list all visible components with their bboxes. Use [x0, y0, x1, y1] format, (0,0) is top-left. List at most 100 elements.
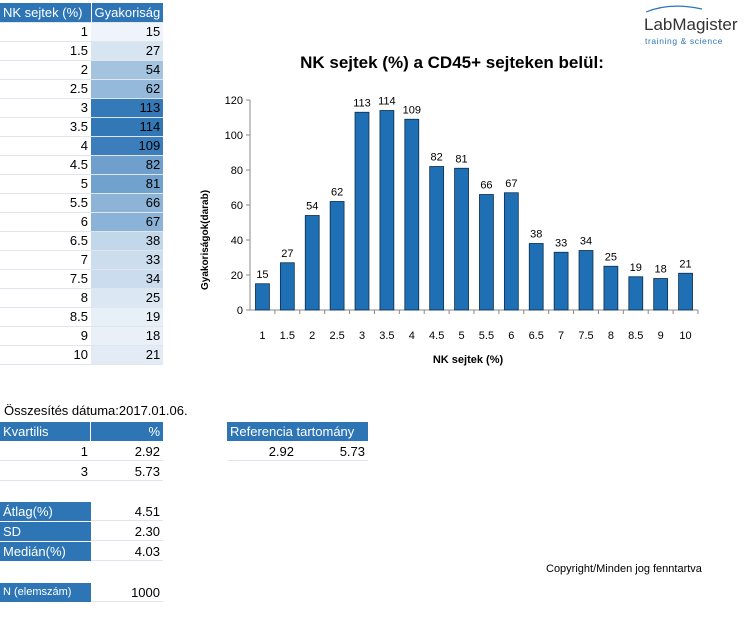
- data-label: 66: [480, 180, 492, 192]
- bar-chart: NK sejtek (%) a CD45+ sejteken belül: Gy…: [200, 53, 699, 366]
- table-row: 8.5 19: [0, 307, 164, 327]
- nk-percent-cell: 4: [0, 136, 91, 156]
- x-tick-label: 5: [458, 330, 464, 342]
- bar: [429, 166, 445, 311]
- data-label: 67: [505, 178, 517, 190]
- labmagister-logo: LabMagister training & science: [640, 4, 740, 50]
- quartile-3-value: 5.73: [91, 462, 163, 481]
- y-axis-label: Gyakoriságok(darab): [200, 190, 211, 290]
- date-value: 2017.01.06.: [118, 403, 188, 418]
- reference-high-value: 5.73: [297, 442, 368, 461]
- x-tick-label: 3.5: [379, 330, 394, 342]
- bar: [628, 276, 644, 311]
- nk-percent-cell: 1.5: [0, 41, 91, 61]
- data-label: 34: [580, 236, 592, 248]
- data-label: 81: [455, 153, 467, 165]
- bar: [653, 278, 669, 311]
- nk-percent-cell: 8.5: [0, 307, 91, 327]
- nk-percent-cell: 8: [0, 288, 91, 308]
- x-tick-label: 8.5: [628, 330, 643, 342]
- frequency-table: NK sejtek (%) Gyakoriság 1 15 1.5 27 2 54 2.5 6…: [0, 3, 164, 365]
- frequency-cell: 82: [91, 155, 164, 175]
- table-row: 3 113: [0, 98, 164, 118]
- table-row: 10 21: [0, 345, 164, 365]
- x-tick-label: 2: [309, 330, 315, 342]
- sd-label: SD: [0, 522, 91, 541]
- y-tick-label: 40: [231, 235, 243, 247]
- data-label: 21: [679, 258, 691, 270]
- x-tick-label: 6: [508, 330, 514, 342]
- bar: [404, 118, 420, 311]
- quartile-header: Kvartilis: [0, 422, 91, 441]
- x-axis-label: NK sejtek (%): [433, 354, 504, 366]
- x-tick-label: 4.5: [429, 330, 444, 342]
- nk-percent-cell: 7.5: [0, 269, 91, 289]
- x-tick-label: 8: [608, 330, 614, 342]
- table-row: 9 18: [0, 326, 164, 346]
- x-tick-label: 1: [259, 330, 265, 342]
- nk-percent-cell: 4.5: [0, 155, 91, 175]
- copyright-text: Copyright/Minden jog fenntartva: [546, 563, 702, 575]
- bar: [528, 243, 544, 311]
- sd-value: 2.30: [91, 522, 163, 541]
- table-row: 5.5 66: [0, 193, 164, 213]
- table-row: 4 109: [0, 136, 164, 156]
- data-label: 38: [530, 229, 542, 241]
- x-tick-label: 10: [679, 330, 691, 342]
- table-row: 7.5 34: [0, 269, 164, 289]
- frequency-cell: 54: [91, 60, 164, 80]
- frequency-cell: 18: [91, 326, 164, 346]
- nk-percent-cell: 2: [0, 60, 91, 80]
- frequency-cell: 62: [91, 79, 164, 99]
- summary-date: Összesítés dátuma:2017.01.06.: [4, 403, 188, 418]
- nk-percent-cell: 3: [0, 98, 91, 118]
- data-label: 33: [555, 237, 567, 249]
- data-label: 25: [605, 251, 617, 263]
- chart-title: NK sejtek (%) a CD45+ sejteken belül:: [300, 53, 604, 72]
- nk-percent-cell: 3.5: [0, 117, 91, 137]
- y-tick-label: 60: [231, 200, 243, 212]
- table-row: 2 54: [0, 60, 164, 80]
- quartile-1-value: 2.92: [91, 442, 163, 461]
- reference-low-value: 2.92: [227, 442, 297, 461]
- x-tick-label: 3: [359, 330, 365, 342]
- mean-label: Átlag(%): [0, 502, 91, 521]
- bar: [678, 272, 693, 311]
- table-row: 1 15: [0, 22, 164, 42]
- nk-percent-cell: 5.5: [0, 193, 91, 213]
- median-label: Medián(%): [0, 542, 91, 561]
- frequency-cell: 113: [91, 98, 164, 118]
- data-label: 114: [378, 96, 396, 108]
- table-row: 4.5 82: [0, 155, 164, 175]
- table-row: 1.5 27: [0, 41, 164, 61]
- logo-tagline: training & science: [645, 36, 723, 46]
- table-row: 6 67: [0, 212, 164, 232]
- bar: [255, 283, 270, 311]
- quartile-unit-header: %: [91, 422, 163, 441]
- table-row: 8 25: [0, 288, 164, 308]
- nk-percent-cell: 1: [0, 22, 91, 42]
- frequency-cell: 38: [91, 231, 164, 251]
- nk-percent-cell: 10: [0, 345, 91, 365]
- bar: [503, 192, 519, 311]
- x-tick-label: 2.5: [329, 330, 344, 342]
- table-row: 6.5 38: [0, 231, 164, 251]
- table-row: 2.5 62: [0, 79, 164, 99]
- y-tick-label: 120: [225, 95, 243, 107]
- table-row: 3.5 114: [0, 117, 164, 137]
- data-label: 27: [281, 248, 293, 260]
- frequency-table-body: 1 15 1.5 27 2 54 2.5 62 3 113 3.5 114 4 109 4.5 82 5 81 5.…: [0, 22, 164, 365]
- header-frequency: Gyakoriság: [91, 3, 164, 23]
- bar: [304, 215, 320, 311]
- nk-percent-cell: 6: [0, 212, 91, 232]
- x-tick-label: 7: [558, 330, 564, 342]
- bar: [354, 111, 370, 311]
- frequency-cell: 114: [91, 117, 164, 137]
- nk-percent-cell: 5: [0, 174, 91, 194]
- table-row: 5 81: [0, 174, 164, 194]
- reference-range-header: Referencia tartomány: [227, 422, 368, 441]
- logo-name: LabMagister: [644, 15, 738, 34]
- plot-area: 020406080100120151271.5542622.511331143.…: [225, 95, 699, 342]
- frequency-cell: 67: [91, 212, 164, 232]
- frequency-cell: 33: [91, 250, 164, 270]
